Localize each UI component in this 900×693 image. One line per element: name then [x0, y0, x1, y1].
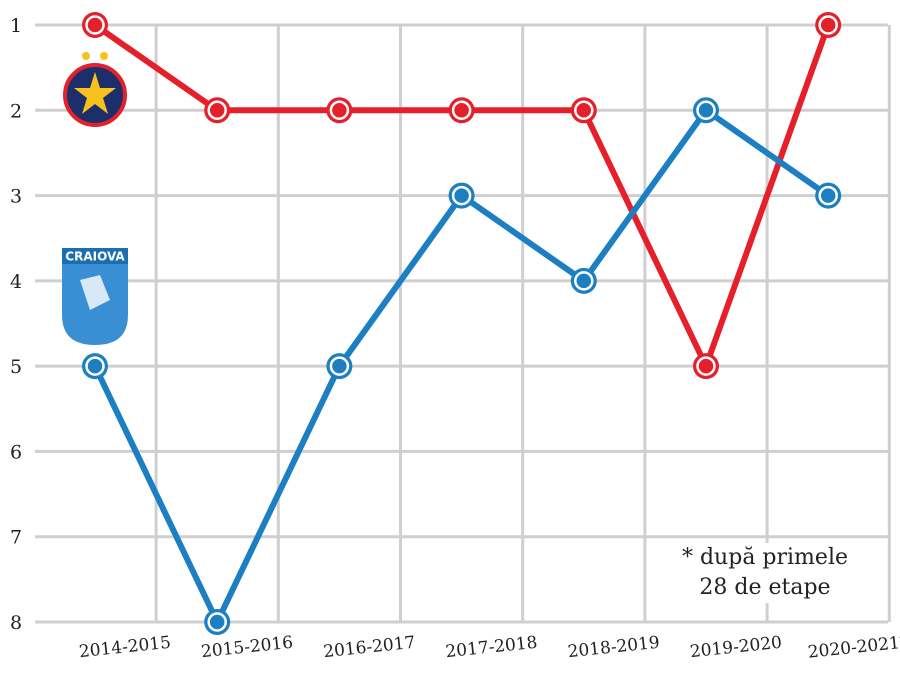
legend-label: CRAIOVA — [65, 250, 125, 264]
marker-ring — [329, 100, 350, 121]
marker-ring — [696, 100, 716, 121]
marker-ring — [207, 100, 227, 121]
x-tick-label: 2016-2017 — [322, 633, 416, 663]
y-tick-label: 8 — [10, 612, 22, 634]
y-tick-label: 7 — [10, 527, 22, 549]
marker-ring — [696, 356, 716, 376]
x-tick-label: 2020-2021* — [807, 632, 900, 662]
marker-ring — [574, 100, 594, 121]
y-tick-label: 2 — [10, 100, 22, 122]
x-tick-label: 2015-2016 — [200, 633, 294, 663]
marker-ring — [818, 185, 838, 206]
marker-ring — [207, 612, 227, 632]
annotation: * după primele 28 de etape — [660, 543, 870, 603]
marker-ring — [574, 271, 594, 291]
marker-ring — [85, 15, 105, 35]
marker-ring — [451, 185, 472, 206]
fcsb-star — [74, 72, 116, 114]
x-tick-label: 2014-2015 — [78, 633, 172, 663]
logo-star — [100, 52, 108, 60]
y-tick-label: 1 — [10, 15, 22, 37]
y-tick-label: 3 — [10, 186, 22, 208]
x-tick-label: 2019-2020 — [689, 633, 783, 663]
y-tick-label: 4 — [10, 271, 22, 293]
logo-band — [62, 248, 128, 264]
y-tick-label: 5 — [10, 356, 22, 378]
grid — [35, 23, 891, 624]
x-tick-label: 2017-2018 — [445, 633, 539, 663]
x-tick-label: 2018-2019 — [567, 633, 661, 663]
marker-ring — [451, 100, 472, 121]
logo-star — [82, 52, 90, 60]
logos: CRAIOVA — [62, 52, 128, 345]
y-tick-label: 6 — [10, 441, 22, 463]
logo-figure — [80, 275, 110, 310]
marker-ring — [329, 356, 350, 376]
marker-ring — [818, 15, 838, 35]
marker-ring — [85, 356, 105, 376]
